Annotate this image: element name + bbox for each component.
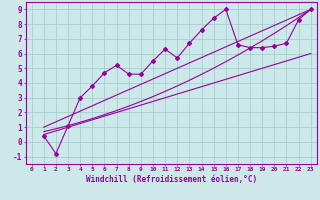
X-axis label: Windchill (Refroidissement éolien,°C): Windchill (Refroidissement éolien,°C)	[86, 175, 257, 184]
